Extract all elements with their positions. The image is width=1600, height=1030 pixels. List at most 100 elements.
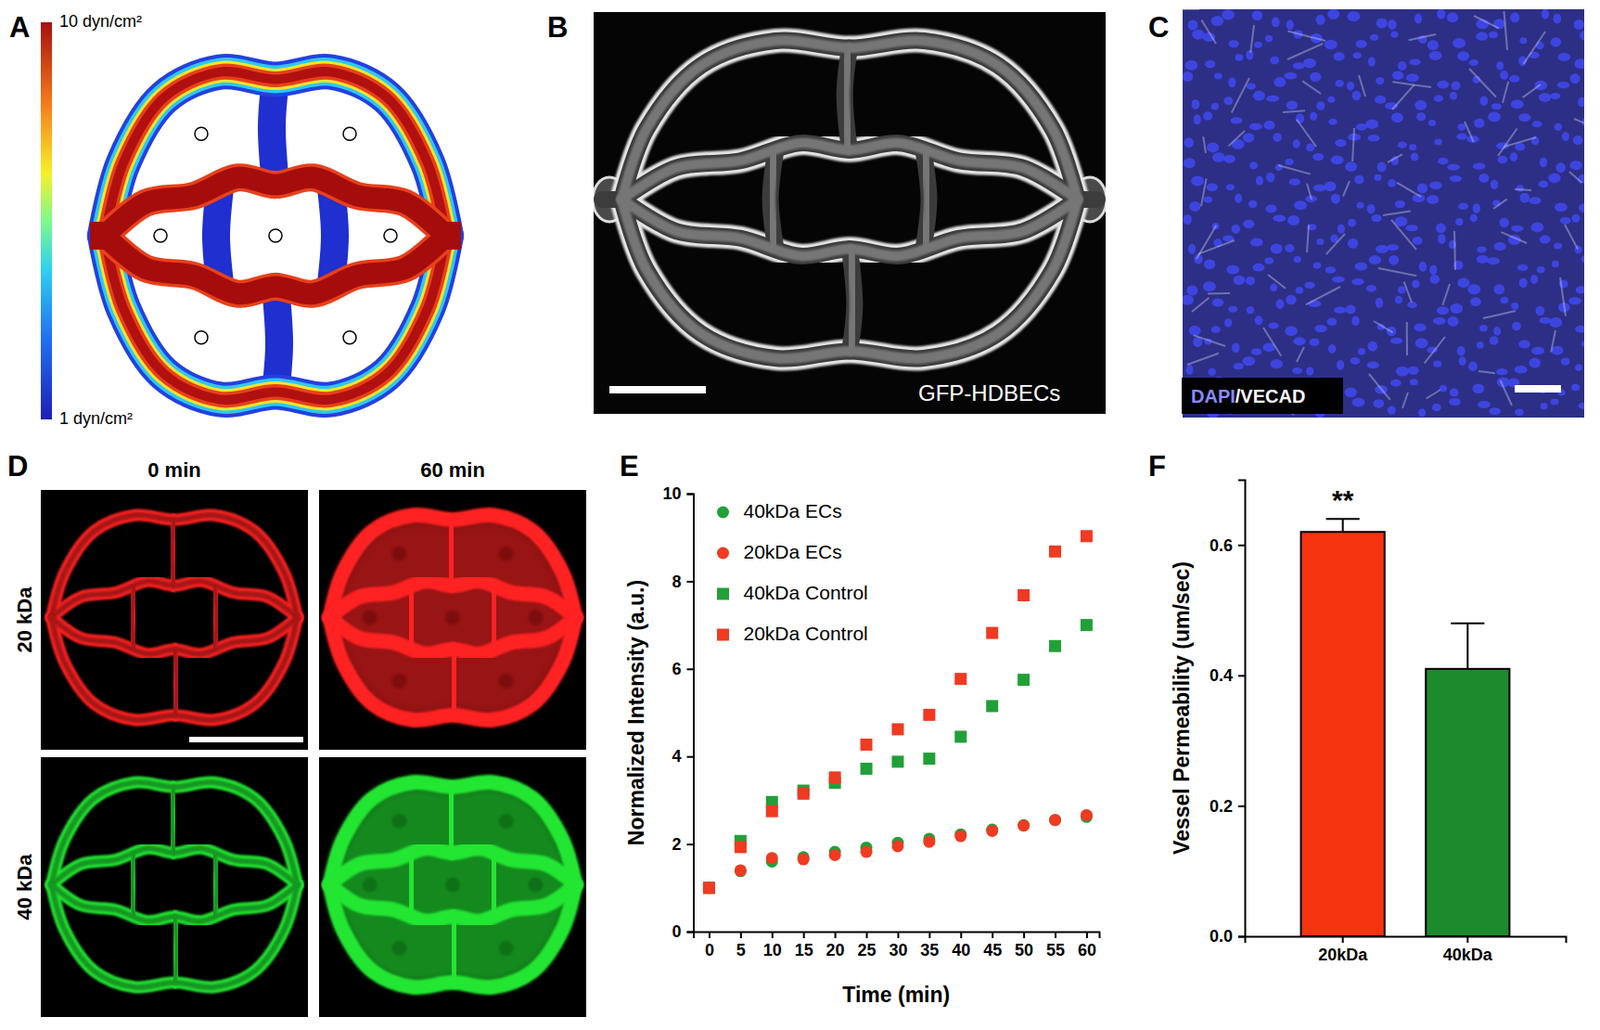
nucleus bbox=[1457, 345, 1466, 357]
nucleus bbox=[1352, 90, 1361, 102]
junction-stain bbox=[1560, 277, 1566, 317]
low-shear-channel bbox=[331, 188, 335, 283]
x-axis-tick-label: 50 bbox=[1014, 940, 1034, 960]
nucleus bbox=[1228, 76, 1236, 88]
nucleus bbox=[1211, 297, 1224, 307]
nucleus bbox=[1433, 138, 1443, 145]
nucleus bbox=[1369, 255, 1383, 265]
legend-label: 20kDa ECs bbox=[743, 540, 843, 563]
nucleus bbox=[1446, 12, 1459, 23]
junction-stain bbox=[1278, 165, 1311, 175]
nucleus bbox=[1269, 282, 1278, 292]
nucleus bbox=[1407, 301, 1418, 308]
nucleus bbox=[1395, 200, 1406, 208]
post bbox=[362, 610, 378, 626]
dye-channel bbox=[214, 855, 218, 915]
nucleus bbox=[1518, 340, 1531, 349]
nucleus bbox=[1270, 243, 1283, 254]
panel-d: 0 min60 min20 kDa40 kDa bbox=[12, 458, 587, 1017]
nucleus bbox=[1410, 153, 1420, 162]
nucleus bbox=[1516, 184, 1524, 192]
nucleus bbox=[1541, 9, 1549, 20]
dye-lumen bbox=[171, 519, 175, 586]
annotation: ** bbox=[1331, 484, 1355, 515]
dye-channel bbox=[171, 786, 175, 853]
y-axis-tick-mark bbox=[687, 493, 694, 496]
junction-stain bbox=[1564, 224, 1578, 249]
nucleus bbox=[1264, 256, 1274, 265]
nucleus bbox=[1509, 75, 1520, 83]
nucleus bbox=[1336, 359, 1344, 371]
nucleus bbox=[1519, 277, 1528, 288]
nucleus bbox=[1224, 318, 1232, 327]
nucleus bbox=[1185, 60, 1199, 71]
nucleus bbox=[1346, 11, 1360, 22]
nucleus bbox=[1449, 303, 1463, 314]
junction-stain bbox=[1483, 310, 1516, 319]
x-axis-tick-mark bbox=[1054, 931, 1057, 938]
nucleus bbox=[1292, 62, 1306, 69]
nucleus bbox=[1419, 261, 1427, 272]
y-axis-tick: 0.0 bbox=[1209, 926, 1245, 946]
nucleus bbox=[1470, 296, 1482, 307]
nucleus bbox=[1433, 317, 1447, 325]
nucleus bbox=[1493, 326, 1501, 336]
nucleus bbox=[1351, 315, 1359, 326]
junction-stain bbox=[1296, 119, 1317, 147]
data-point bbox=[1049, 545, 1062, 558]
nucleus bbox=[1316, 238, 1324, 245]
legend-marker bbox=[716, 547, 730, 560]
nucleus bbox=[1189, 201, 1201, 212]
error-bar-stem bbox=[1466, 623, 1469, 669]
shear-channel bbox=[104, 71, 447, 236]
nucleus bbox=[1409, 378, 1419, 385]
junction-stain bbox=[1408, 34, 1436, 40]
nucleus bbox=[1183, 214, 1192, 225]
dye-lumen bbox=[171, 786, 175, 853]
nucleus bbox=[1408, 143, 1417, 151]
legend-label: 40kDa ECs bbox=[743, 499, 843, 522]
data-point bbox=[922, 835, 935, 848]
nucleus bbox=[1226, 265, 1240, 275]
dye-diffusion bbox=[328, 514, 578, 720]
nucleus bbox=[1557, 81, 1571, 89]
data-point bbox=[797, 787, 810, 800]
nucleus bbox=[1249, 123, 1263, 130]
nucleus bbox=[1387, 406, 1396, 415]
nucleus bbox=[1207, 367, 1216, 375]
data-point bbox=[1080, 529, 1093, 542]
nucleus bbox=[1241, 356, 1255, 366]
x-axis-tick-mark bbox=[866, 931, 869, 938]
nucleus bbox=[1573, 135, 1584, 145]
nucleus bbox=[1370, 214, 1382, 222]
nucleus bbox=[1245, 276, 1255, 286]
data-point bbox=[985, 627, 999, 640]
junction-stain bbox=[1504, 11, 1508, 51]
nucleus bbox=[1326, 318, 1337, 327]
legend-marker bbox=[716, 588, 730, 601]
nucleus bbox=[1514, 409, 1524, 417]
nucleus bbox=[1574, 325, 1585, 333]
y-axis-tick-label: 0.4 bbox=[1209, 665, 1233, 685]
nucleus bbox=[1272, 215, 1286, 223]
nucleus bbox=[1578, 203, 1585, 212]
y-axis-tick: 6 bbox=[671, 659, 693, 679]
dye-channel bbox=[214, 588, 218, 648]
panel-b bbox=[593, 12, 1106, 414]
nucleus bbox=[1493, 283, 1505, 295]
nucleus bbox=[1475, 32, 1488, 41]
micrograph bbox=[40, 756, 308, 1017]
x-axis-tick: 20 bbox=[826, 931, 845, 960]
post bbox=[499, 546, 514, 562]
plot-marks bbox=[1301, 518, 1511, 936]
nucleus bbox=[1491, 102, 1502, 110]
dye-channel bbox=[131, 588, 135, 648]
data-point bbox=[985, 699, 999, 712]
micrograph bbox=[319, 489, 587, 750]
nucleus bbox=[1548, 317, 1562, 328]
dye-lumen bbox=[51, 617, 298, 721]
nucleus bbox=[1226, 183, 1235, 191]
nucleus bbox=[1286, 19, 1294, 30]
x-axis-tick-mark bbox=[771, 931, 774, 938]
junction-stain bbox=[1296, 346, 1305, 362]
